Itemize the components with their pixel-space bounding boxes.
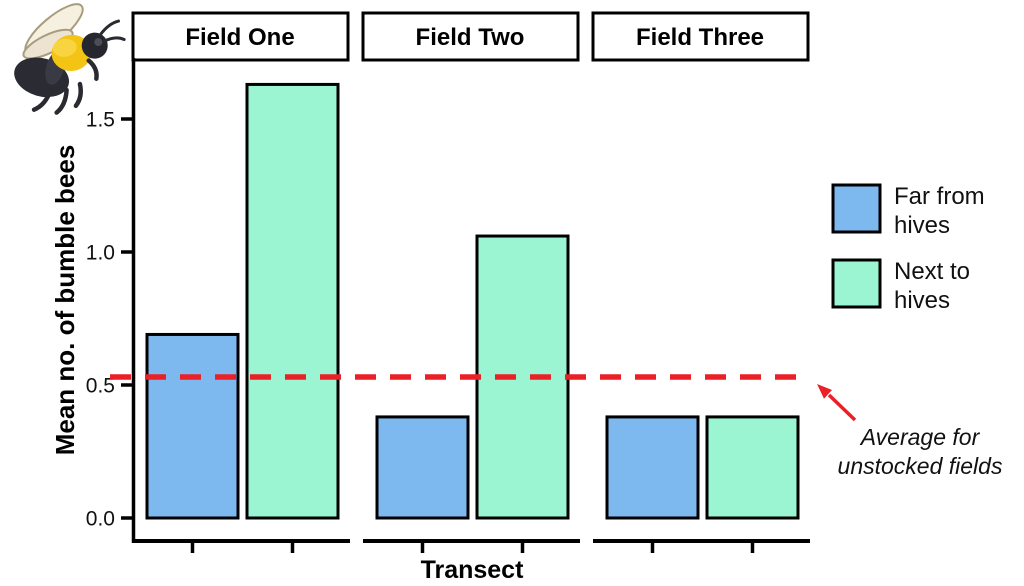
bar-field-two-next-to-hives xyxy=(475,234,570,520)
x-axis-title: Transect xyxy=(421,556,525,584)
facet-strip-field-two xyxy=(361,11,580,62)
bar-field-three-next-to-hives xyxy=(705,415,800,520)
legend-swatch-far-from-hives xyxy=(831,183,882,234)
facet-strip-label-field-three: Field Three xyxy=(636,24,764,51)
y-tick-label: 0.5 xyxy=(86,375,115,398)
annotation-text-line1: Average for xyxy=(859,424,981,450)
legend: Far from hives Next to hives xyxy=(831,183,985,314)
annotation-text-line2: unstocked fields xyxy=(838,453,1003,479)
bee-eye xyxy=(94,38,103,47)
legend-label-next-to-line1: Next to xyxy=(894,258,970,285)
facet-strip-label-field-two: Field Two xyxy=(416,24,525,51)
facet-strips: Field One Field Two Field Three xyxy=(131,11,810,62)
bar-field-one-far-from-hives xyxy=(145,332,240,520)
y-tick-label: 1.5 xyxy=(86,109,115,132)
y-tick-label: 1.0 xyxy=(86,242,115,265)
reference-annotation: Average for unstocked fields xyxy=(817,384,1003,479)
bee-legs xyxy=(31,58,99,115)
bee-antennae xyxy=(98,19,126,43)
facet-strip-field-three xyxy=(591,11,810,62)
bee-thorax-highlight xyxy=(52,38,77,57)
legend-label-far-from-line1: Far from xyxy=(894,183,985,210)
facet-strip-label-field-one: Field One xyxy=(185,24,294,51)
legend-label-next-to-line2: hives xyxy=(894,287,950,314)
bar-field-one-next-to-hives xyxy=(245,82,340,520)
bee-head xyxy=(81,32,108,59)
bar-field-three-far-from-hives xyxy=(605,415,700,520)
bee-icon xyxy=(14,3,126,115)
plot-dynamic-layer: 0.0 0.5 1.0 1.5 xyxy=(86,82,810,553)
annotation-arrowhead-icon xyxy=(817,384,832,399)
annotation-arrow-line xyxy=(827,393,857,422)
legend-swatch-next-to-hives xyxy=(831,258,882,309)
facet-strip-field-one xyxy=(131,11,350,62)
legend-label-far-from-line2: hives xyxy=(894,212,950,239)
y-tick-label: 0.0 xyxy=(86,508,115,531)
y-axis-title: Mean no. of bumble bees xyxy=(50,145,80,456)
bar-field-two-far-from-hives xyxy=(375,415,470,520)
